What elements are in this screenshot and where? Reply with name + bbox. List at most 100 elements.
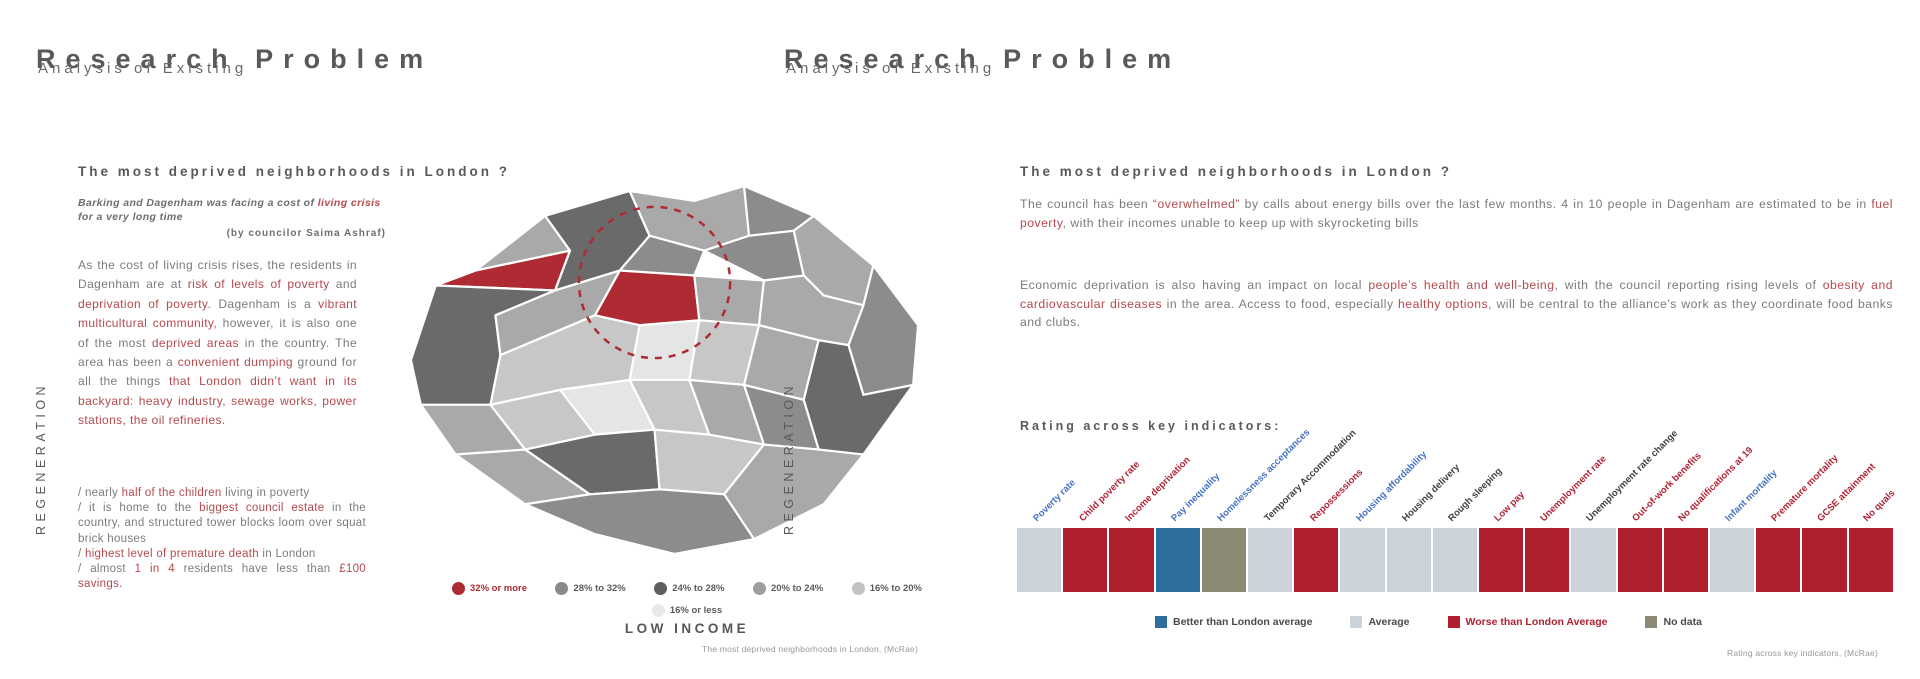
text-segment: , will be central to the alliance’s work… [1020, 296, 1893, 330]
text-segment: . Dagenham is a [207, 296, 319, 311]
indicator-cell [1525, 528, 1570, 592]
indicator-cell [1802, 528, 1847, 592]
indicator-cell [1571, 528, 1616, 592]
indicator-cell [1617, 528, 1662, 592]
indicator-cell [1248, 528, 1293, 592]
legend-dot-icon [752, 582, 766, 595]
text-segment: / nearly [78, 487, 122, 499]
text-segment: half of the children [121, 487, 222, 499]
text-segment: however, it is also one of the most [78, 316, 357, 350]
legend-dot-icon [654, 582, 668, 595]
quote-attribution: (by councilor Saima Ashraf) [226, 228, 386, 239]
indicator-cell [1201, 528, 1247, 592]
indicator-cell [1063, 528, 1108, 592]
legend-label: No data [1663, 616, 1702, 628]
indicator-labels: Poverty rate Child poverty rate Income dep… [1017, 404, 1897, 524]
legend-swatch-icon [1350, 616, 1363, 628]
legend-label: Better than London average [1173, 616, 1313, 628]
text-segment: living crisis [317, 197, 381, 209]
page-title: Research Problem [36, 44, 434, 75]
legend-item: 24% to 28% [654, 582, 725, 595]
map-title: LOW INCOME [624, 621, 750, 636]
text-segment: £100 savings. [78, 563, 366, 591]
london-choropleth-map [396, 176, 933, 564]
regeneration-vertical-label: REGENERATION [782, 381, 796, 535]
legend-item: 16% to 20% [851, 582, 922, 595]
indicator-cell [1017, 528, 1062, 592]
text-segment: people’s health and well-being [1368, 278, 1555, 292]
indicator-cell [1432, 528, 1478, 592]
text-segment: vibrant multicultural community, [78, 296, 357, 331]
text-segment: in the country. The area has been a [78, 335, 358, 370]
text-segment: / [78, 547, 85, 560]
page-title: Research Problem [784, 44, 1182, 75]
page-subtitle: Analysis of Existing [786, 60, 996, 77]
page-subtitle: Analysis of Existing [38, 60, 248, 77]
list-item: / nearly half of the children living in … [78, 486, 366, 501]
rating-band [1017, 528, 1893, 592]
legend-dot-icon [851, 582, 865, 595]
legend-label: 20% to 24% [770, 583, 824, 594]
text-segment: by calls about energy bills over the las… [1240, 197, 1872, 211]
regeneration-vertical-label: REGENERATION [34, 381, 48, 535]
indicator-cell [1294, 528, 1339, 592]
indicator-cell [1386, 528, 1431, 592]
legend-label: 28% to 32% [573, 583, 626, 594]
rating-legend: Better than London average Average Worse t… [1155, 616, 1702, 628]
legend-item: 32% or more [452, 582, 527, 595]
indicator-cell [1756, 528, 1801, 592]
legend-item: Better than London average [1155, 616, 1312, 628]
text-segment: , with the council reporting rising leve… [1554, 278, 1823, 292]
indicator-cell [1155, 528, 1200, 592]
legend-swatch-icon [1447, 616, 1460, 628]
legend-item: Worse than London Average [1447, 616, 1608, 628]
indicator-label: Poverty rate [1031, 477, 1078, 524]
text-segment: The council has been [1020, 197, 1153, 211]
text-segment: and [329, 277, 357, 292]
legend-label: 16% to 20% [869, 583, 922, 594]
text-segment: in London [258, 547, 316, 560]
text-segment: / almost [78, 563, 135, 576]
text-segment: “overwhelmed” [1152, 197, 1240, 211]
text-segment: in the area. Access to food, especially [1162, 296, 1399, 311]
text-segment: healthy options [1398, 296, 1489, 311]
text-segment: deprived areas [151, 335, 239, 350]
indicator-cell [1109, 528, 1154, 592]
text-segment: in the country, and structured tower blo… [78, 502, 366, 545]
legend-label: 16% or less [669, 605, 723, 616]
text-segment: fuel poverty [1020, 197, 1894, 230]
text-segment: ground for all the things [78, 355, 357, 389]
legend-dot-icon [651, 604, 665, 617]
list-item: / almost 1 in 4 residents have less than… [78, 562, 366, 592]
text-segment: highest level of premature death [85, 547, 259, 560]
legend-swatch-icon [1155, 616, 1167, 628]
text-segment: Barking and Dagenham was facing a cost o… [78, 197, 318, 209]
london-map-svg [409, 184, 920, 556]
indicator-cell [1710, 528, 1755, 592]
text-segment: that London didn’t want in its backyard:… [78, 374, 357, 428]
section-heading: The most deprived neighborhoods in Londo… [78, 164, 510, 180]
legend-swatch-icon [1645, 616, 1658, 628]
map-legend-row-2: 16% or less [452, 604, 922, 617]
rating-heading: Rating across key indicators: [1020, 418, 1282, 433]
indicator-cell [1848, 528, 1893, 592]
body-paragraph-1: The council has been “overwhelmed” by ca… [1020, 195, 1893, 232]
legend-label: Worse than London Average [1465, 616, 1608, 628]
text-segment: As the cost of living crisis rises, the … [78, 258, 357, 292]
text-segment: Economic deprivation is also having an i… [1020, 278, 1369, 292]
borough-shape [524, 488, 756, 556]
indicator-cell [1340, 528, 1385, 592]
map-legend-row-1: 32% or more 28% to 32% 24% to 28% 20% to 24… [452, 582, 922, 595]
text-segment: 1 in 4 [134, 563, 175, 576]
legend-dot-icon [452, 582, 465, 595]
text-segment: for a very long time [78, 211, 183, 223]
legend-item: Average [1350, 616, 1410, 628]
list-item: / highest level of premature death in Lo… [78, 547, 366, 562]
indicator-label: Homelessness acceptances [1215, 426, 1313, 524]
rating-source: Rating across key indicators, (McRae) [1726, 648, 1878, 658]
body-paragraph-2: Economic deprivation is also having an i… [1020, 276, 1893, 332]
legend-item: 20% to 24% [752, 582, 824, 595]
text-segment: obesity and cardiovascular diseases [1020, 278, 1893, 311]
text-segment: / it is home to the [78, 502, 200, 515]
